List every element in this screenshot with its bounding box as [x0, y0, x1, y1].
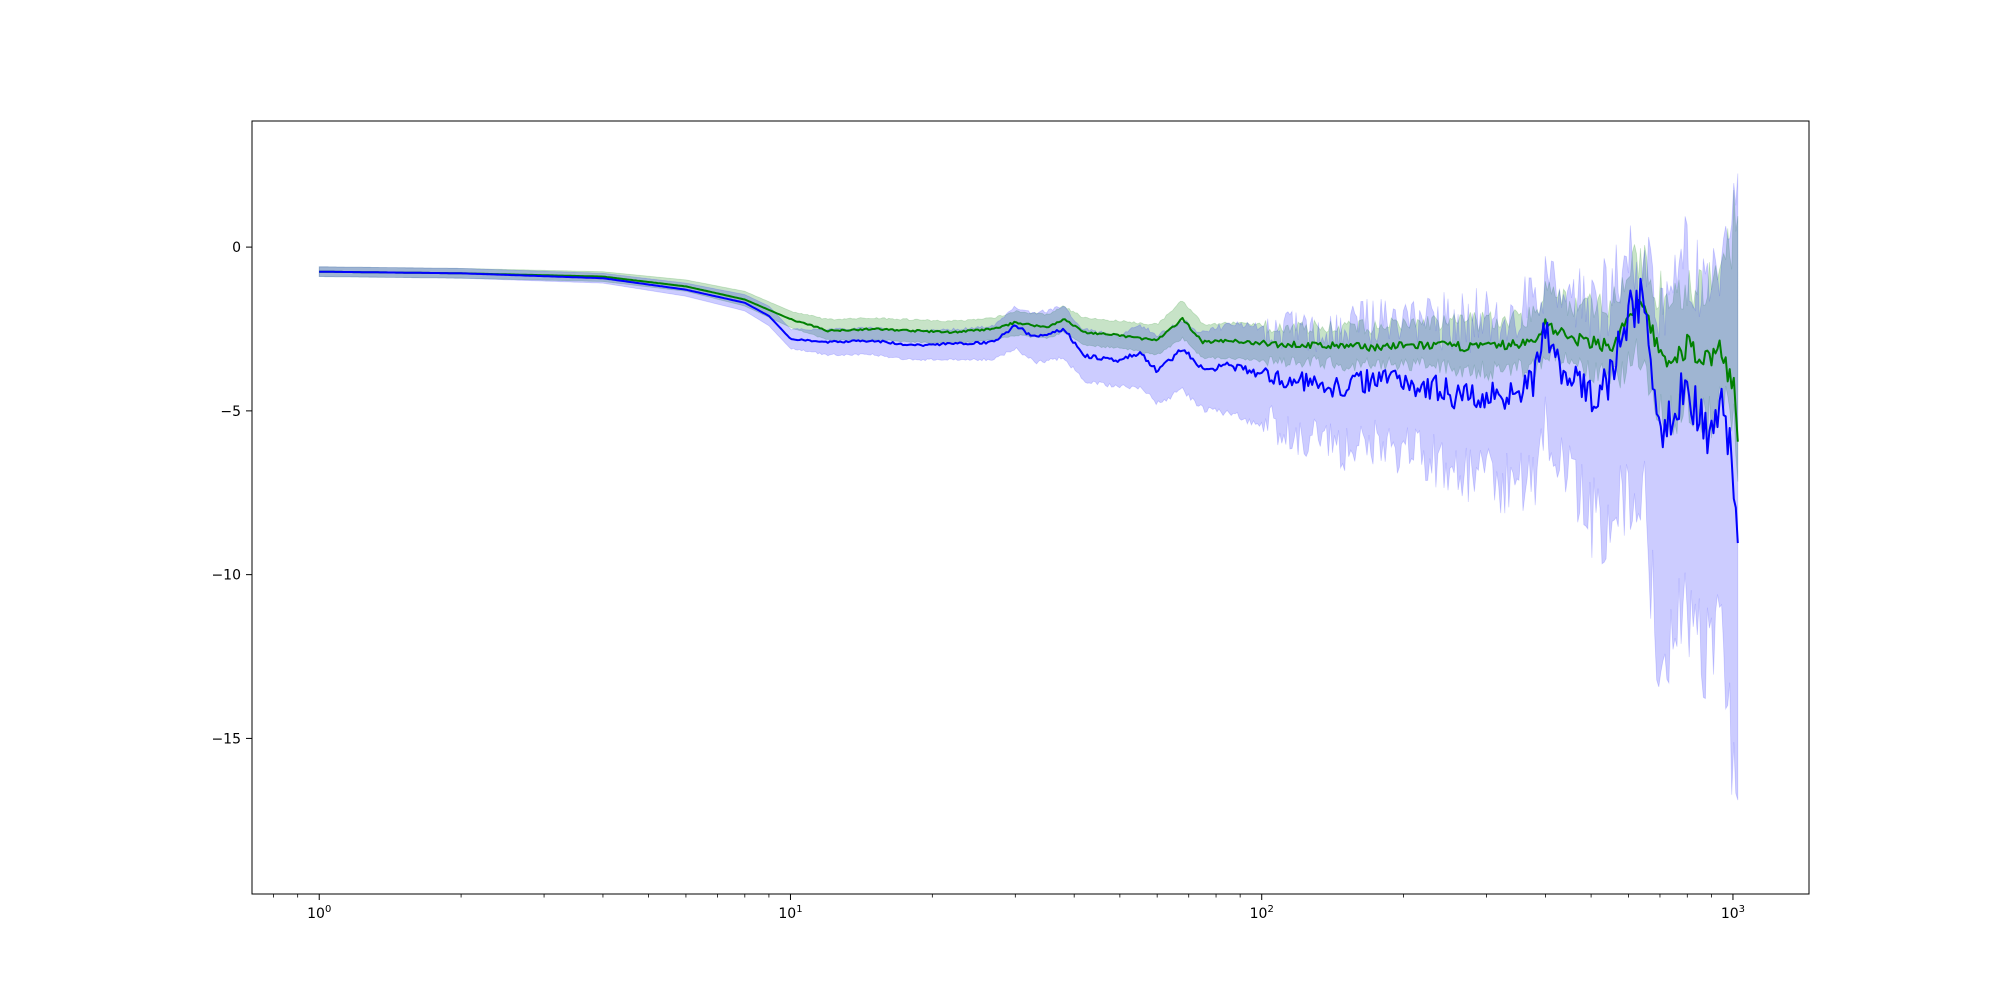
y-axis: 0 −5 −10 −15	[211, 240, 252, 747]
series-2-line	[319, 270, 1739, 544]
plot-frame	[251, 120, 1810, 895]
y-tick-label: −10	[211, 568, 241, 584]
y-tick-label: −5	[220, 404, 241, 420]
series-1-band	[318, 189, 1739, 482]
x-axis: 100 101 102 103	[273, 894, 1745, 922]
x-tick-label: 101	[778, 904, 802, 922]
series-lines	[319, 270, 1739, 544]
x-tick-label: 103	[1721, 904, 1745, 922]
y-tick-label: −15	[211, 731, 241, 747]
y-tick-label: 0	[232, 240, 241, 256]
x-tick-label: 102	[1250, 904, 1274, 922]
series-1-line	[319, 270, 1739, 442]
confidence-bands	[318, 173, 1739, 801]
x-tick-label: 100	[307, 904, 331, 922]
series-2-band	[318, 173, 1739, 801]
